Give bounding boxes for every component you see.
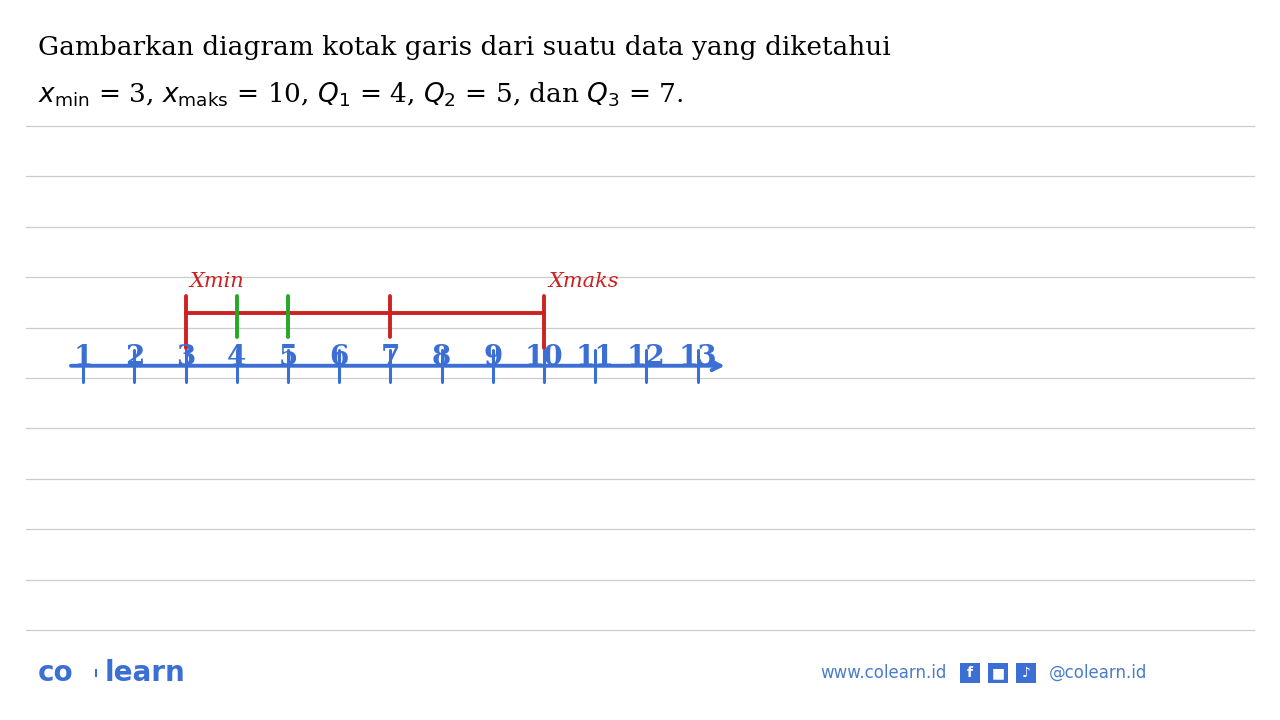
Text: Xmaks: Xmaks <box>548 272 618 291</box>
FancyBboxPatch shape <box>960 663 980 683</box>
Text: co: co <box>38 660 74 687</box>
Text: 2: 2 <box>124 344 145 371</box>
FancyBboxPatch shape <box>1016 663 1036 683</box>
Text: 7: 7 <box>380 344 401 371</box>
FancyBboxPatch shape <box>988 663 1009 683</box>
Text: 5: 5 <box>278 344 298 371</box>
Text: ♪: ♪ <box>1021 666 1030 680</box>
Text: 6: 6 <box>329 344 349 371</box>
Text: learn: learn <box>105 660 186 687</box>
Text: 4: 4 <box>227 344 247 371</box>
Text: 1: 1 <box>73 344 93 371</box>
Text: 11: 11 <box>576 344 614 371</box>
Text: 9: 9 <box>483 344 503 371</box>
Text: 10: 10 <box>525 344 563 371</box>
Text: 12: 12 <box>627 344 666 371</box>
Text: f: f <box>966 666 973 680</box>
Text: Gambarkan diagram kotak garis dari suatu data yang diketahui: Gambarkan diagram kotak garis dari suatu… <box>38 35 891 60</box>
Text: 13: 13 <box>678 344 717 371</box>
Text: www.colearn.id: www.colearn.id <box>820 665 946 683</box>
Text: Xmin: Xmin <box>189 272 244 291</box>
Text: 3: 3 <box>175 344 196 371</box>
Text: $x_{\rm min}$ = 3, $x_{\rm maks}$ = 10, $Q_{\rm 1}$ = 4, $Q_{\rm 2}$ = 5, dan $Q: $x_{\rm min}$ = 3, $x_{\rm maks}$ = 10, … <box>38 80 684 109</box>
Text: ■: ■ <box>992 666 1005 680</box>
Text: 8: 8 <box>431 344 452 371</box>
Text: @colearn.id: @colearn.id <box>1050 665 1147 683</box>
